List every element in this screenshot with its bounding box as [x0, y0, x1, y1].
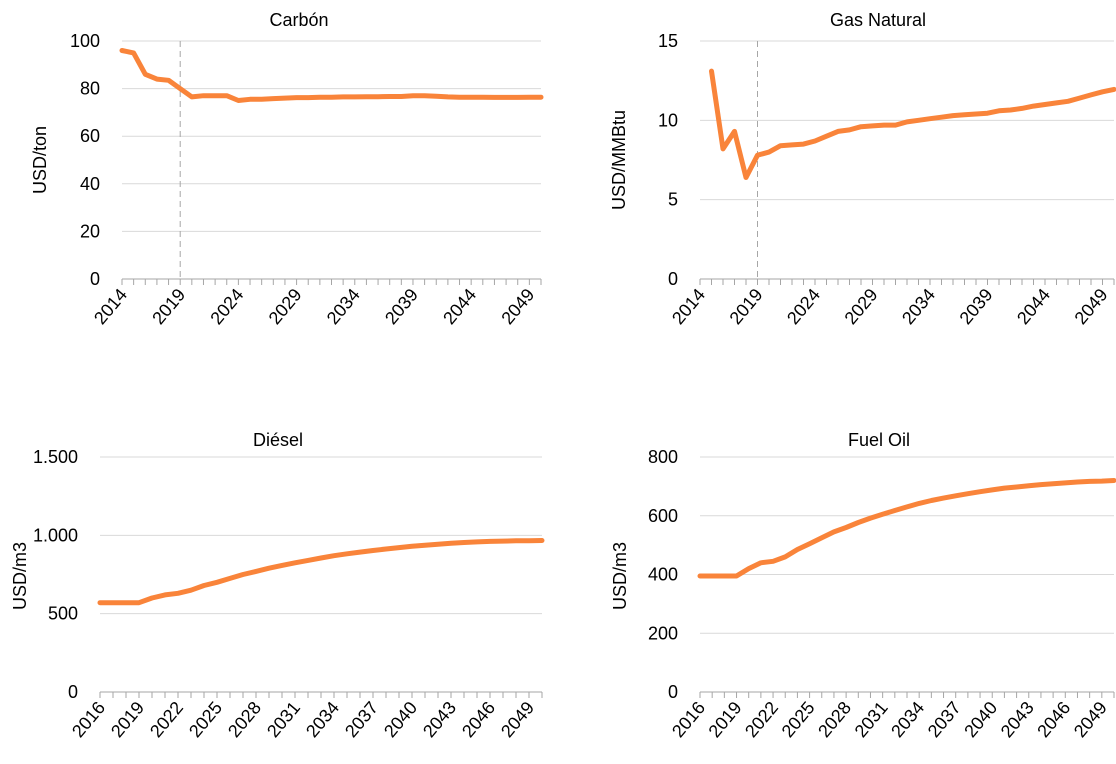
- x-tick-label: 2049: [1071, 285, 1112, 329]
- x-tick-label: 2031: [851, 698, 892, 742]
- x-tick-label: 2014: [668, 285, 709, 329]
- x-tick-label: 2044: [439, 285, 480, 329]
- x-tick-label: 2016: [668, 698, 709, 742]
- x-tick-label: 2037: [924, 698, 965, 742]
- x-tick-label: 2034: [302, 698, 343, 742]
- series-line: [709, 68, 1116, 180]
- series-line: [119, 48, 544, 103]
- y-tick-label: 80: [80, 79, 100, 99]
- x-tick-label: 2044: [1013, 285, 1054, 329]
- chart-title: Diésel: [253, 430, 303, 450]
- y-tick-label: 1.000: [33, 525, 78, 545]
- y-axis-label: USD/ton: [30, 126, 50, 194]
- x-tick-label: 2049: [1070, 698, 1111, 742]
- y-axis-label: USD/m3: [610, 542, 630, 610]
- x-tick-label: 2049: [497, 698, 538, 742]
- y-tick-label: 40: [80, 174, 100, 194]
- x-tick-label: 2019: [148, 285, 189, 329]
- y-tick-label: 1.500: [33, 447, 78, 467]
- chart-title: Fuel Oil: [848, 430, 910, 450]
- x-tick-label: 2022: [741, 698, 782, 742]
- y-tick-label: 0: [668, 269, 678, 289]
- y-axis-label: USD/m3: [10, 542, 30, 610]
- y-tick-label: 500: [48, 604, 78, 624]
- y-tick-label: 400: [648, 565, 678, 585]
- x-tick-label: 2019: [705, 698, 746, 742]
- x-tick-label: 2034: [323, 285, 364, 329]
- x-tick-label: 2039: [956, 285, 997, 329]
- series-line: [697, 478, 1116, 579]
- x-tick-label: 2034: [898, 285, 939, 329]
- y-tick-label: 100: [70, 31, 100, 51]
- chart-panel-fuel-oil: Fuel Oil USD/m3 020040060080020162019202…: [610, 430, 1116, 742]
- x-tick-label: 2046: [1033, 698, 1074, 742]
- y-tick-label: 600: [648, 506, 678, 526]
- x-tick-label: 2019: [107, 698, 148, 742]
- x-tick-label: 2024: [206, 285, 247, 329]
- x-tick-label: 2034: [887, 698, 928, 742]
- x-tick-label: 2039: [381, 285, 422, 329]
- x-tick-label: 2031: [263, 698, 304, 742]
- y-axis-label: USD/MMBtu: [609, 110, 629, 210]
- chart-title: Carbón: [269, 10, 328, 30]
- x-tick-label: 2022: [146, 698, 187, 742]
- y-tick-label: 10: [658, 110, 678, 130]
- y-tick-label: 0: [90, 269, 100, 289]
- series-line: [97, 538, 545, 606]
- x-tick-label: 2016: [68, 698, 109, 742]
- chart-panel-gas-natural: Gas Natural USD/MMBtu 0 5 10 15 2014 2019 2024…: [609, 10, 1116, 329]
- x-tick-label: 2025: [185, 698, 226, 742]
- x-tick-label: 2040: [380, 698, 421, 742]
- x-tick-label: 2040: [960, 698, 1001, 742]
- y-tick-label: 0: [68, 682, 78, 702]
- x-tick-label: 2029: [841, 285, 882, 329]
- y-tick-label: 20: [80, 221, 100, 241]
- x-tick-label: 2037: [341, 698, 382, 742]
- x-tick-label: 2043: [997, 698, 1038, 742]
- x-tick-label: 2046: [458, 698, 499, 742]
- y-tick-label: 5: [668, 190, 678, 210]
- y-tick-label: 200: [648, 623, 678, 643]
- x-tick-label: 2049: [497, 285, 538, 329]
- x-tick-label: 2025: [778, 698, 819, 742]
- x-tick-label: 2028: [224, 698, 265, 742]
- x-tick-label: 2043: [419, 698, 460, 742]
- chart-title: Gas Natural: [830, 10, 926, 30]
- chart-panel-diesel: Diésel USD/m3 0 500 1.000 1.500 201620192022…: [10, 430, 545, 742]
- y-tick-label: 0: [668, 682, 678, 702]
- y-tick-label: 800: [648, 447, 678, 467]
- x-tick-label: 2014: [90, 285, 131, 329]
- y-tick-label: 60: [80, 126, 100, 146]
- x-tick-label: 2029: [265, 285, 306, 329]
- y-tick-label: 15: [658, 31, 678, 51]
- x-tick-label: 2028: [814, 698, 855, 742]
- chart-panel-carbon: Carbón USD/ton 0 20 40 60 80 100 2014 2019 2024 2…: [30, 10, 544, 329]
- x-tick-label: 2019: [726, 285, 767, 329]
- x-tick-label: 2024: [783, 285, 824, 329]
